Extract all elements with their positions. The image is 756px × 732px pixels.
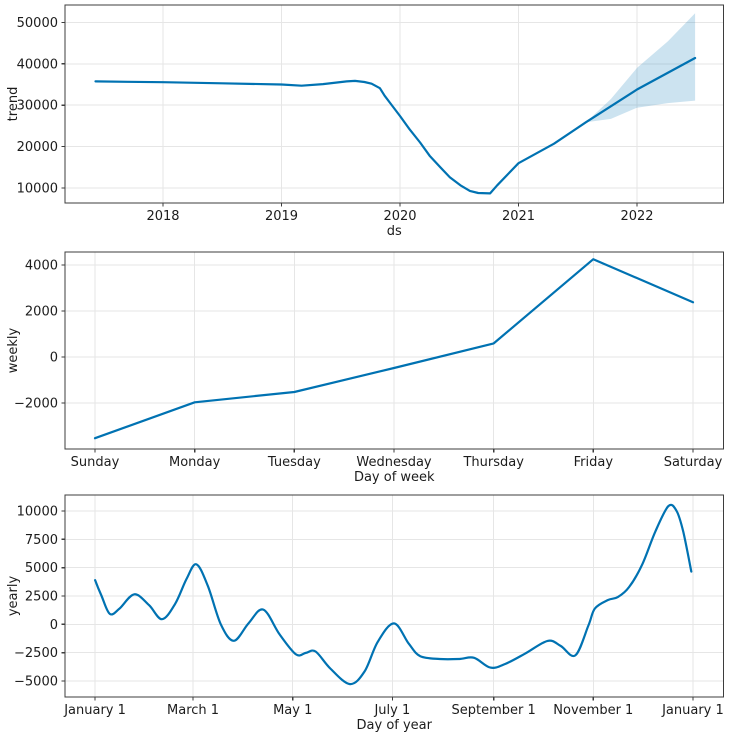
yearly-x-tick-label: July 1 xyxy=(373,703,410,718)
trend-y-tick-label: 40000 xyxy=(17,57,58,72)
weekly-ylabel: weekly xyxy=(6,327,21,373)
yearly-y-tick-label: 10000 xyxy=(17,504,58,519)
trend-y-tick-label: 50000 xyxy=(17,16,58,31)
trend-xlabel: ds xyxy=(387,224,402,239)
yearly-subplot: January 1 March 1 May 1 July 1 September 1 No… xyxy=(6,494,725,732)
yearly-y-tick-label: −2500 xyxy=(14,646,58,661)
yearly-xlabel: Day of year xyxy=(357,718,433,732)
trend-uncertainty-band xyxy=(586,13,696,123)
yearly-x-tick-label: September 1 xyxy=(452,703,536,718)
yearly-ylabel: yearly xyxy=(6,576,21,617)
yearly-y-tick-label: −5000 xyxy=(14,675,58,690)
yearly-y-tick-label: 5000 xyxy=(25,561,58,576)
yearly-y-tick-label: 7500 xyxy=(25,533,58,548)
yearly-x-tick-label: March 1 xyxy=(167,703,219,718)
weekly-y-tick-label: 4000 xyxy=(25,258,58,273)
weekly-x-tick-label: Monday xyxy=(169,455,221,470)
yearly-x-tick-label: November 1 xyxy=(553,703,633,718)
weekly-x-tick-label: Friday xyxy=(574,455,614,470)
trend-ylabel: trend xyxy=(6,87,21,122)
trend-y-tick-label: 10000 xyxy=(17,182,58,197)
trend-y-tick-label: 20000 xyxy=(17,140,58,155)
weekly-y-tick-label: 0 xyxy=(50,350,58,365)
weekly-x-tick-label: Wednesday xyxy=(356,455,432,470)
weekly-line xyxy=(93,258,695,440)
trend-grid xyxy=(65,5,724,203)
trend-x-tick-label: 2020 xyxy=(383,209,416,224)
trend-axes-spines xyxy=(64,4,725,204)
yearly-x-tick-label: January 1 xyxy=(63,703,126,718)
trend-x-tick-label: 2018 xyxy=(146,209,179,224)
yearly-y-tick-label: 0 xyxy=(50,618,58,633)
weekly-grid xyxy=(65,252,724,449)
weekly-xlabel: Day of week xyxy=(354,470,435,485)
weekly-x-tick-label: Tuesday xyxy=(267,455,321,470)
yearly-grid xyxy=(65,495,724,697)
weekly-x-tick-label: Sunday xyxy=(71,455,120,470)
trend-x-tick-label: 2022 xyxy=(620,209,653,224)
weekly-x-tick-label: Thursday xyxy=(462,455,524,470)
trend-line xyxy=(94,56,697,195)
trend-y-tick-label: 30000 xyxy=(17,99,58,114)
trend-subplot: 2018 2019 2020 2021 2022 10000 20000 30000 40000… xyxy=(6,4,725,239)
weekly-y-tick-label: −2000 xyxy=(14,396,58,411)
trend-x-tick-label: 2019 xyxy=(265,209,298,224)
yearly-y-tick-label: 2500 xyxy=(25,590,58,605)
weekly-y-tick-label: 2000 xyxy=(25,304,58,319)
yearly-x-tick-label: January 1 xyxy=(661,703,724,718)
weekly-x-tick-label: Saturday xyxy=(664,455,723,470)
yearly-line xyxy=(94,503,693,686)
yearly-x-tick-label: May 1 xyxy=(273,703,312,718)
trend-x-tick-label: 2021 xyxy=(502,209,535,224)
weekly-subplot: Sunday Monday Tuesday Wednesday Thursday Frid… xyxy=(6,251,725,485)
